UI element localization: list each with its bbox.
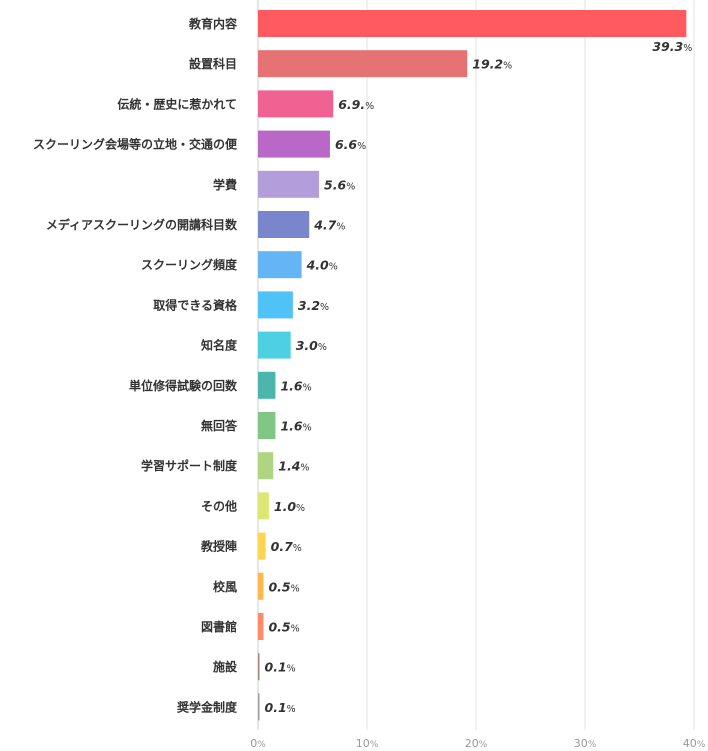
bar-13 [258, 532, 266, 560]
category-label-6: スクーリング頻度 [141, 257, 238, 272]
category-label-17: 奨学金制度 [176, 699, 238, 714]
value-labels: 39.3% 19.2% 6.9.% 6.6% 5.6% 4.7% 4.0% 3.2% 3.0% 1… [265, 39, 693, 715]
bar-17 [258, 693, 260, 721]
x-tick-label-20: 20% [465, 737, 488, 750]
bar-0 [258, 10, 687, 37]
value-label-2: 6.9.% [338, 97, 374, 112]
category-label-3: スクーリング会場等の立地・交通の便 [33, 137, 238, 152]
value-label-16: 0.1% [265, 660, 296, 675]
bar-3 [258, 130, 330, 158]
bar-8 [258, 331, 291, 359]
bars [258, 10, 687, 721]
value-label-0: 39.3% [652, 39, 692, 54]
bar-1 [258, 50, 468, 78]
value-label-1: 19.2% [472, 57, 512, 72]
category-label-16: 施設 [213, 659, 238, 674]
bar-5 [258, 211, 310, 238]
bar-12 [258, 492, 269, 520]
x-tick-label-0: 0% [250, 737, 266, 750]
category-label-14: 校風 [213, 579, 237, 594]
bar-14 [258, 572, 264, 600]
value-label-8: 3.0% [296, 338, 327, 353]
category-label-7: 取得できる資格 [153, 297, 238, 312]
category-label-4: 学費 [213, 177, 237, 192]
bar-2 [258, 90, 334, 118]
value-label-7: 3.2% [298, 298, 329, 313]
bar-15 [258, 613, 264, 640]
category-label-9: 単位修得試験の回数 [129, 378, 238, 393]
category-label-15: 図書館 [201, 619, 237, 634]
value-label-10: 1.6% [280, 419, 311, 434]
category-label-13: 教授陣 [200, 539, 237, 554]
bar-4 [258, 170, 320, 198]
bar-10 [258, 412, 276, 439]
bar-11 [258, 452, 274, 480]
value-label-11: 1.4% [278, 459, 309, 474]
category-labels: 教育内容設置科目伝統・歴史に惹かれてスクーリング会場等の立地・交通の便学費メディ… [33, 16, 238, 714]
value-label-9: 1.6% [280, 378, 311, 393]
category-label-12: その他 [201, 498, 237, 513]
category-label-1: 設置科目 [189, 56, 237, 71]
grid-lines [257, 0, 695, 730]
bar-16 [258, 653, 260, 681]
bar-9 [258, 371, 276, 399]
category-label-10: 無回答 [201, 418, 238, 433]
x-tick-label-10: 10% [356, 737, 379, 750]
value-label-14: 0.5% [268, 579, 299, 594]
category-label-2: 伝統・歴史に惹かれて [117, 96, 237, 111]
category-label-0: 教育内容 [188, 16, 237, 31]
category-label-8: 知名度 [200, 338, 238, 353]
value-label-4: 5.6% [324, 177, 355, 192]
bar-6 [258, 251, 302, 279]
value-label-6: 4.0% [306, 258, 338, 273]
x-tick-label-30: 30% [574, 737, 597, 750]
value-label-12: 1.0% [274, 499, 305, 514]
value-label-17: 0.1% [265, 700, 296, 715]
value-label-3: 6.6% [335, 137, 366, 152]
category-label-5: メディアスクーリングの開講科目数 [46, 217, 238, 232]
value-label-5: 4.7% [313, 218, 345, 233]
bar-7 [258, 291, 293, 319]
category-label-11: 学習サポート制度 [141, 458, 238, 473]
x-axis-ticks: 0% 10% 20% 30% 40% [250, 737, 706, 750]
value-label-15: 0.5% [268, 620, 299, 635]
value-label-13: 0.7% [271, 539, 302, 554]
x-tick-label-40: 40% [683, 737, 706, 750]
